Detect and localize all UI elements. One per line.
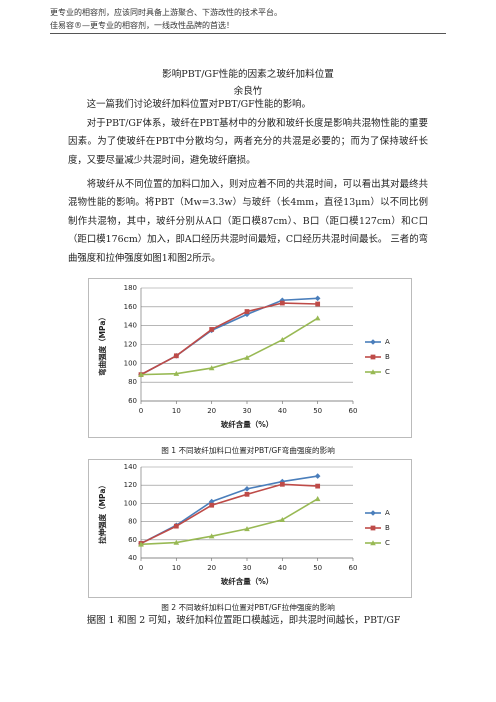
y-tick-label: 120 (124, 341, 137, 349)
data-point (279, 297, 286, 304)
data-point (279, 481, 285, 487)
x-tick-label: 0 (139, 564, 143, 572)
legend-label: C (385, 368, 390, 376)
paragraph: 这一篇我们讨论玻纤加料位置对PBT/GF性能的影响。 (86, 99, 311, 110)
data-point (244, 486, 250, 492)
x-tick-label: 40 (278, 564, 287, 572)
author: 余良竹 (233, 86, 263, 97)
y-tick-label: 80 (128, 518, 137, 526)
data-point (173, 353, 179, 359)
y-axis-label: 拉伸强度（MPa） (97, 481, 107, 544)
data-point (209, 502, 215, 508)
legend-label: C (385, 539, 390, 547)
legend-marker (370, 339, 376, 345)
legend-label: B (385, 353, 390, 361)
x-tick-label: 10 (172, 407, 181, 415)
data-point (279, 300, 285, 306)
legend-marker (370, 369, 376, 375)
y-tick-label: 120 (124, 481, 137, 489)
y-tick-label: 180 (124, 284, 137, 292)
y-tick-label: 60 (128, 536, 137, 544)
data-point (138, 371, 144, 377)
y-tick-label: 40 (128, 554, 137, 562)
data-point (314, 496, 321, 502)
series-line (140, 475, 318, 545)
header-line: 佳易容®—更专业的相容剂，一线改性品牌的首选！ (50, 21, 234, 30)
y-tick-label: 140 (124, 322, 137, 330)
data-point (244, 491, 250, 497)
legend-marker (370, 510, 376, 516)
y-tick-label: 140 (124, 463, 137, 471)
y-tick-label: 160 (124, 303, 137, 311)
series-line (140, 317, 319, 376)
legend-label: A (385, 338, 390, 346)
header-line: 更专业的相容剂，应该同时具备上游聚合、下游改性的技术平台。 (50, 8, 282, 17)
legend-marker (370, 354, 376, 360)
x-tick-label: 50 (313, 564, 322, 572)
paragraph: 据图 1 和图 2 可知，玻纤加料位置距口模越远，即共混时间越长，PBT/GF (86, 615, 401, 626)
data-point (279, 516, 286, 523)
x-axis-label: 玻纤含量（%） (221, 419, 274, 429)
y-axis-label: 弯曲强度（MPa） (97, 313, 107, 376)
paragraph: 将玻纤从不同位置的加料口加入，则对应着不同的共混时间，可以看出其对最终共混物性能… (68, 179, 428, 264)
data-point (244, 526, 250, 532)
y-tick-label: 100 (124, 359, 137, 367)
x-tick-label: 30 (243, 564, 252, 572)
title: 影响PBT/GF性能的因素之玻纤加料位置 (162, 69, 334, 80)
series-line (140, 483, 318, 545)
chart: 60 80 100 120 140 160 180 0 10 20 30 40 50 60 玻纤含量（%） 弯… (88, 278, 412, 438)
legend-marker (370, 525, 376, 531)
series-line (140, 302, 318, 376)
y-tick-label: 100 (124, 499, 137, 507)
data-point (314, 315, 321, 321)
data-point (173, 370, 180, 376)
x-tick-label: 0 (139, 407, 143, 415)
data-point (208, 533, 215, 539)
data-point (173, 539, 180, 545)
data-point (314, 473, 321, 479)
legend-marker (370, 540, 376, 546)
data-point (314, 295, 321, 302)
data-point (244, 309, 250, 314)
y-tick-label: 80 (128, 378, 137, 386)
chart: 40 60 80 100 120 140 0 10 20 30 40 50 60 玻纤含量（%） 拉伸强度（… (88, 459, 412, 598)
data-point (138, 541, 144, 547)
legend-label: A (385, 509, 390, 517)
data-point (244, 311, 250, 318)
x-axis-label: 玻纤含量（%） (221, 576, 274, 586)
series-line (140, 498, 319, 546)
data-point (315, 483, 321, 489)
data-point (173, 523, 179, 529)
data-point (209, 327, 215, 332)
y-tick-label: 60 (128, 397, 137, 405)
data-point (208, 365, 215, 371)
x-tick-label: 50 (313, 407, 322, 415)
x-tick-label: 60 (349, 564, 358, 572)
x-tick-label: 30 (243, 407, 252, 415)
caption: 图 2 不同玻纤加料口位置对PBT/GF拉伸强度的影响 (161, 603, 335, 612)
x-tick-label: 40 (278, 407, 287, 415)
data-point (244, 354, 250, 360)
header-rule (50, 33, 446, 34)
x-tick-label: 10 (172, 564, 181, 572)
data-point (279, 336, 286, 343)
legend-label: B (385, 524, 390, 532)
x-tick-label: 60 (349, 407, 358, 415)
x-tick-label: 20 (207, 564, 216, 572)
x-tick-label: 20 (207, 407, 216, 415)
data-point (315, 301, 321, 307)
paragraph: 对于PBT/GF体系，玻纤在PBT基材中的分散和玻纤长度是影响共混物性能的重要因… (68, 118, 428, 166)
caption: 图 1 不同玻纤加料口位置对PBT/GF弯曲强度的影响 (161, 446, 335, 455)
